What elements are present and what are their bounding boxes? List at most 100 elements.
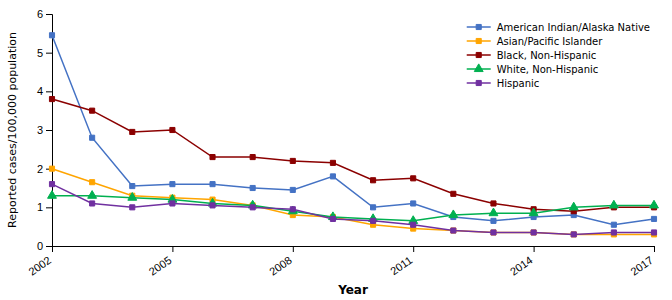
legend-item: Black, Non-Hispanic — [467, 50, 597, 61]
marker — [210, 203, 215, 208]
marker — [650, 200, 659, 208]
marker — [491, 218, 496, 223]
tick-label: 6 — [37, 8, 43, 20]
legend-label: White, Non-Hispanic — [497, 64, 599, 75]
line — [52, 184, 654, 234]
marker — [49, 97, 54, 102]
marker — [489, 208, 498, 216]
chart: 2002200520082011201420170123456YearRepor… — [0, 0, 672, 300]
line — [52, 169, 654, 235]
marker — [651, 230, 656, 235]
y-axis: 0 1 2 3 4 5 6 — [37, 8, 53, 252]
marker — [451, 191, 456, 196]
legend-label: American Indian/Alaska Native — [497, 22, 650, 33]
series — [49, 33, 656, 228]
tick-mark — [46, 207, 52, 208]
marker — [371, 178, 376, 183]
marker — [491, 230, 496, 235]
tick-mark — [46, 14, 52, 15]
tick-label: 5 — [37, 47, 43, 59]
axis-line — [46, 15, 53, 247]
marker — [170, 201, 175, 206]
marker — [569, 202, 578, 210]
y-tick: 6 — [37, 8, 52, 20]
marker — [170, 127, 175, 132]
legend: American Indian/Alaska Native Asian/Pacif… — [467, 22, 650, 89]
marker — [290, 207, 295, 212]
marker — [210, 155, 215, 160]
x-tick: 2017 — [628, 246, 655, 278]
tick-mark — [413, 246, 414, 252]
legend-marker — [476, 52, 481, 57]
legend-marker — [476, 24, 481, 29]
legend-label: Asian/Pacific Islander — [497, 36, 604, 47]
marker — [90, 180, 95, 185]
series — [49, 97, 656, 214]
legend-label: Hispanic — [497, 78, 540, 89]
marker — [531, 230, 536, 235]
y-tick: 1 — [37, 201, 52, 213]
y-tick: 3 — [37, 124, 52, 136]
legend-marker — [476, 80, 481, 85]
marker — [170, 182, 175, 187]
marker — [88, 191, 97, 199]
marker — [90, 108, 95, 113]
tick-mark — [534, 246, 535, 252]
marker — [130, 205, 135, 210]
marker — [571, 232, 576, 237]
tick-label: 2008 — [267, 254, 294, 278]
marker — [90, 201, 95, 206]
y-tick: 5 — [37, 47, 52, 59]
marker — [571, 232, 576, 237]
marker — [611, 230, 616, 235]
marker — [371, 218, 376, 223]
x-tick: 2011 — [388, 246, 414, 277]
marker — [48, 191, 57, 199]
marker — [330, 174, 335, 179]
marker — [130, 184, 135, 189]
marker — [609, 200, 618, 208]
x-tick: 2005 — [147, 246, 174, 278]
x-axis: 200220052008201120142017 — [26, 246, 655, 278]
marker — [611, 222, 616, 227]
marker — [451, 228, 456, 233]
x-axis-title: Year — [337, 283, 368, 297]
x-tick: 2008 — [267, 246, 294, 278]
x-tick: 2014 — [508, 246, 535, 278]
legend-marker — [474, 64, 483, 72]
marker — [449, 210, 458, 218]
marker — [250, 155, 255, 160]
marker — [651, 216, 656, 221]
marker — [411, 176, 416, 181]
y-tick: 4 — [37, 85, 52, 97]
tick-label: 2 — [37, 163, 43, 175]
marker — [250, 205, 255, 210]
legend-item: Hispanic — [467, 78, 540, 89]
tick-label: 2011 — [388, 254, 414, 277]
legend-item: White, Non-Hispanic — [467, 64, 599, 75]
marker — [491, 230, 496, 235]
marker — [411, 222, 416, 227]
tick-label: 0 — [37, 240, 43, 252]
legend-item: Asian/Pacific Islander — [467, 36, 604, 47]
legend-marker — [476, 38, 481, 43]
marker — [290, 158, 295, 163]
tick-label: 2005 — [147, 254, 174, 278]
legend-label: Black, Non-Hispanic — [497, 50, 597, 61]
series — [49, 182, 656, 237]
tick-label: 4 — [37, 85, 43, 97]
marker — [130, 129, 135, 134]
marker — [290, 187, 295, 192]
legend-item: American Indian/Alaska Native — [467, 22, 650, 33]
marker — [411, 201, 416, 206]
marker — [250, 185, 255, 190]
tick-mark — [46, 246, 52, 247]
marker — [128, 193, 137, 201]
tick-mark — [172, 246, 173, 252]
axis-line — [53, 247, 655, 253]
marker — [49, 166, 54, 171]
marker — [210, 182, 215, 187]
marker — [371, 205, 376, 210]
tick-mark — [46, 130, 52, 131]
series — [49, 166, 656, 237]
